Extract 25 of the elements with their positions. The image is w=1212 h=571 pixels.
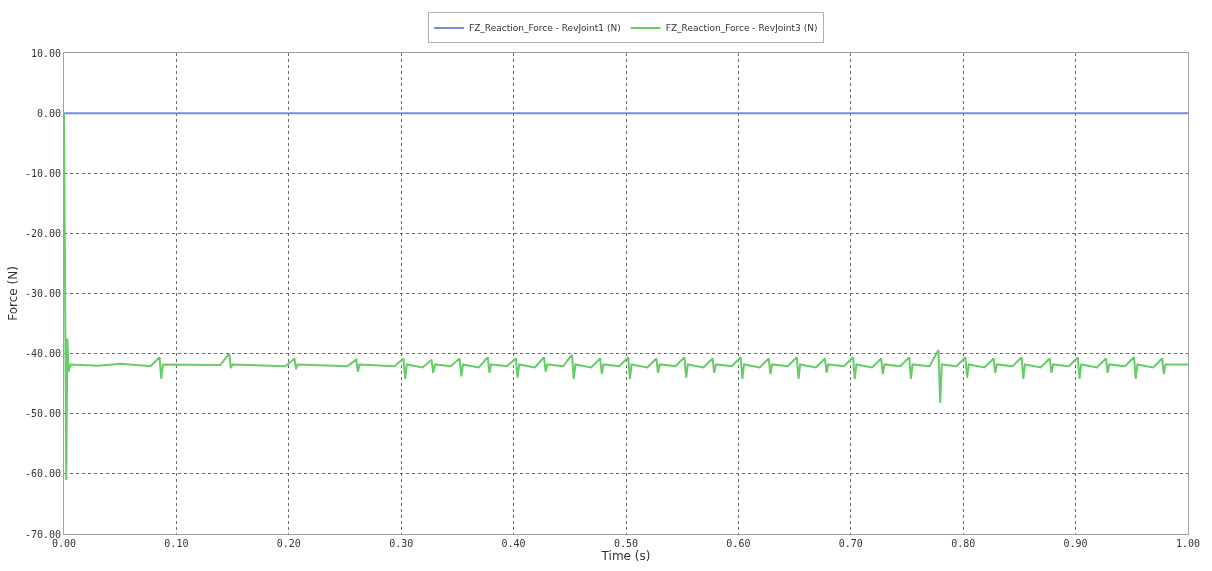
y-tick-label: 10.00 [30,47,61,59]
x-tick-label: 0.70 [838,538,863,549]
x-tick-label: 0.60 [726,538,751,549]
x-tick-label: 0.00 [51,538,77,549]
x-tick-label: 0.90 [1063,538,1088,549]
legend-label: FZ_Reaction_Force - RevJoint1 (N) [469,23,621,34]
x-tick-label: 0.40 [501,538,526,549]
y-tick-label: -70.00 [24,528,61,540]
y-tick-label: -20.00 [24,227,61,239]
x-tick-label: 0.80 [951,538,976,549]
x-tick-label: 0.30 [389,538,414,549]
x-tick-label: 1.00 [1175,538,1201,549]
y-tick-label: -40.00 [24,348,61,360]
y-tick-label: -60.00 [24,468,61,480]
y-tick-label: -10.00 [24,167,61,179]
y-tick-label: 0.00 [36,107,61,119]
legend-label: FZ_Reaction_Force - RevJoint3 (N) [665,23,818,34]
x-tick-label: 0.20 [276,538,301,549]
y-axis-title: Force (N) [6,266,21,321]
x-axis-title: Time (s) [600,549,651,563]
y-tick-label: -50.00 [24,408,61,420]
x-tick-label: 0.10 [164,538,189,549]
x-tick-label: 0.50 [613,538,639,549]
y-tick-label: -30.00 [24,288,61,299]
line-series [64,112,1188,481]
